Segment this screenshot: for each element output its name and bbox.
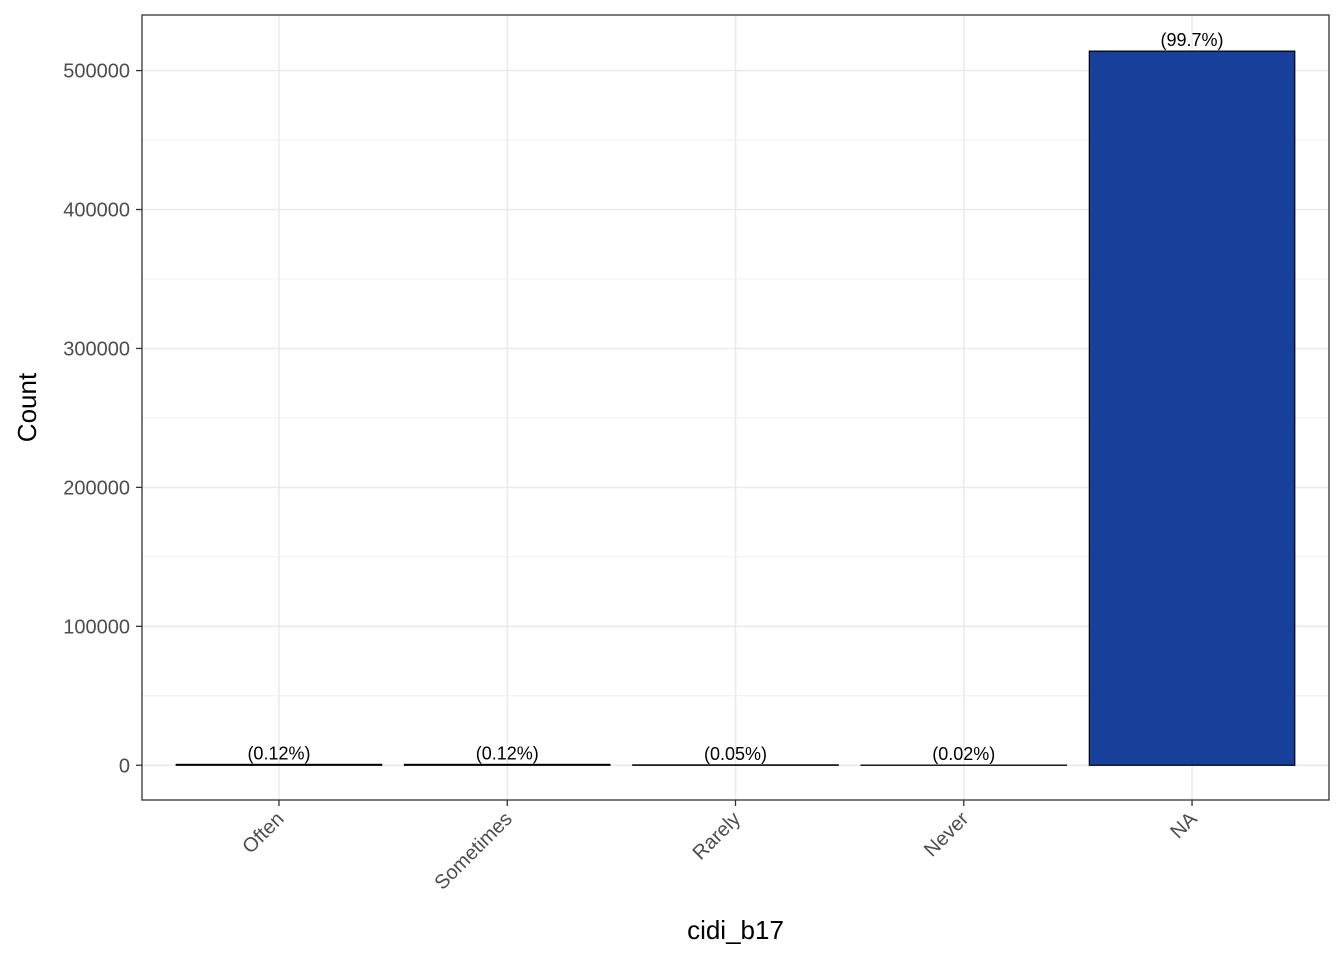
data-label-sometimes: (0.12%) (476, 743, 539, 763)
bar-na (1088, 50, 1296, 766)
data-label-often: (0.12%) (247, 743, 310, 763)
y-tick-label: 500000 (63, 61, 130, 83)
data-labels: (0.12%) (0.12%) (0.05%) (0.02%) (99.7%) (247, 30, 1223, 764)
bars (175, 50, 1296, 766)
y-tick-label: 100000 (63, 616, 130, 638)
x-axis-title: cidi_b17 (687, 915, 784, 945)
y-axis-title: Count (12, 372, 42, 442)
y-tick-label: 0 (119, 755, 130, 777)
data-label-never: (0.02%) (932, 744, 995, 764)
y-tick-label: 200000 (63, 477, 130, 499)
data-label-rarely: (0.05%) (704, 744, 767, 764)
y-tick-label: 300000 (63, 338, 130, 360)
bar-sometimes (403, 763, 611, 766)
y-axis: 0 100000 200000 300000 400000 500000 (63, 61, 142, 777)
y-tick-label: 400000 (63, 200, 130, 222)
data-label-na: (99.7%) (1161, 30, 1224, 50)
bar-often (175, 763, 383, 766)
